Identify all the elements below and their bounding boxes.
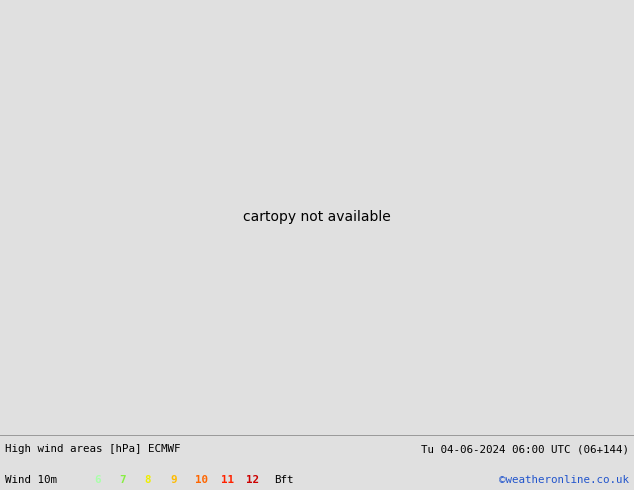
- Text: 7: 7: [119, 475, 126, 485]
- Text: 12: 12: [246, 475, 259, 485]
- Text: 8: 8: [145, 475, 151, 485]
- Text: High wind areas [hPa] ECMWF: High wind areas [hPa] ECMWF: [5, 444, 181, 454]
- Text: cartopy not available: cartopy not available: [243, 210, 391, 224]
- Text: Tu 04-06-2024 06:00 UTC (06+144): Tu 04-06-2024 06:00 UTC (06+144): [421, 444, 629, 454]
- Text: 6: 6: [94, 475, 100, 485]
- Text: ©weatheronline.co.uk: ©weatheronline.co.uk: [499, 475, 629, 485]
- Text: Bft: Bft: [275, 475, 294, 485]
- Text: 11: 11: [221, 475, 234, 485]
- Text: 9: 9: [170, 475, 176, 485]
- Text: Wind 10m: Wind 10m: [5, 475, 57, 485]
- Text: 10: 10: [195, 475, 209, 485]
